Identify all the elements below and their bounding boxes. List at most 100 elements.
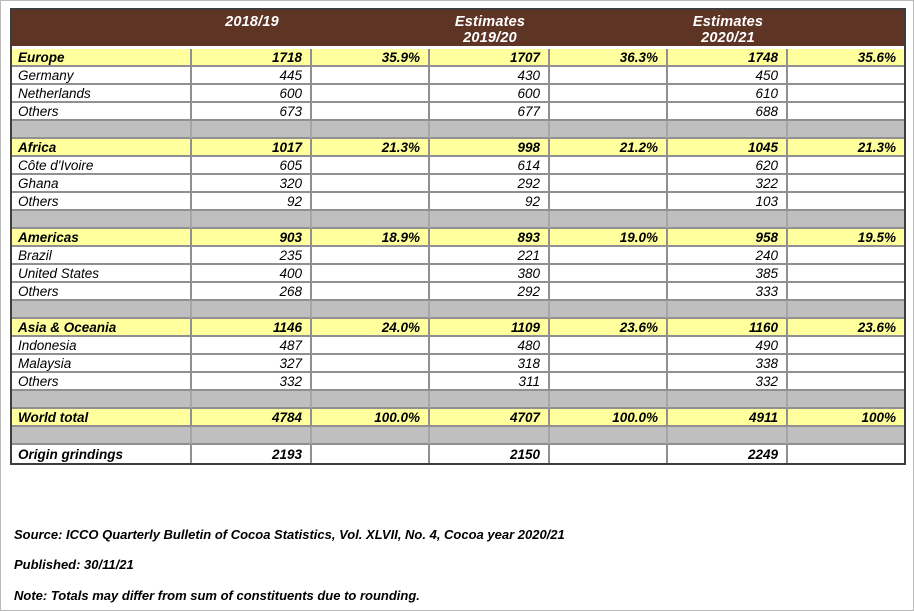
cell-value-2018-19: 600 [192, 85, 312, 103]
cell-empty [788, 121, 904, 139]
cell-label: Brazil [12, 247, 192, 265]
cell-label: World total [12, 409, 192, 427]
cell-share-2019-20 [550, 283, 668, 301]
cell-value-2018-19: 235 [192, 247, 312, 265]
source-note: Source: ICCO Quarterly Bulletin of Cocoa… [14, 527, 565, 542]
cell-share-2019-20 [550, 67, 668, 85]
header-empty-cell [12, 10, 192, 49]
cell-empty [788, 211, 904, 229]
cell-empty [12, 427, 192, 445]
cell-empty [430, 211, 550, 229]
cell-share-2019-20 [550, 85, 668, 103]
cell-value-2019-20: 318 [430, 355, 550, 373]
cell-share-2020-21 [788, 373, 904, 391]
cell-empty [668, 391, 788, 409]
cell-value-2018-19: 605 [192, 157, 312, 175]
row-americas: Americas 903 18.9% 893 19.0% 958 19.5% [12, 229, 904, 247]
cell-empty [312, 211, 430, 229]
cell-label: Côte d'Ivoire [12, 157, 192, 175]
cell-empty [550, 301, 668, 319]
cell-value-2020-21: 620 [668, 157, 788, 175]
cell-share-2019-20 [550, 157, 668, 175]
row-germany: Germany 445 430 450 [12, 67, 904, 85]
header-empty-cell [788, 10, 904, 49]
cell-empty [550, 121, 668, 139]
cell-value-2019-20: 292 [430, 175, 550, 193]
row-malaysia: Malaysia 327 318 338 [12, 355, 904, 373]
cell-label: Germany [12, 67, 192, 85]
cell-value-2019-20: 92 [430, 193, 550, 211]
cell-empty [550, 391, 668, 409]
cell-value-2020-21: 333 [668, 283, 788, 301]
cell-share-2020-21: 35.6% [788, 49, 904, 67]
cell-empty [12, 301, 192, 319]
cell-value-2018-19: 1017 [192, 139, 312, 157]
cell-empty [788, 427, 904, 445]
cell-value-2019-20: 311 [430, 373, 550, 391]
cell-share-2018-19 [312, 445, 430, 463]
grindings-table-frame: 2018/19 Estimates 2019/20 Estimates 2020/2… [10, 8, 906, 465]
row-spacer [12, 301, 904, 319]
cell-value-2019-20: 614 [430, 157, 550, 175]
cell-value-2020-21: 103 [668, 193, 788, 211]
cell-share-2020-21: 100% [788, 409, 904, 427]
cell-empty [668, 211, 788, 229]
cell-share-2020-21 [788, 193, 904, 211]
cell-share-2020-21: 21.3% [788, 139, 904, 157]
header-year-2020-21: Estimates 2020/21 [668, 10, 788, 49]
row-spacer [12, 211, 904, 229]
cell-value-2020-21: 958 [668, 229, 788, 247]
cell-label: Others [12, 103, 192, 121]
cell-value-2020-21: 240 [668, 247, 788, 265]
cell-share-2018-19: 100.0% [312, 409, 430, 427]
header-estimates-label: Estimates [692, 14, 764, 30]
cell-share-2019-20 [550, 247, 668, 265]
cell-share-2019-20 [550, 193, 668, 211]
cell-value-2020-21: 1748 [668, 49, 788, 67]
cell-share-2018-19 [312, 193, 430, 211]
cell-value-2019-20: 221 [430, 247, 550, 265]
cell-share-2018-19 [312, 283, 430, 301]
cell-share-2018-19 [312, 373, 430, 391]
cell-share-2019-20: 21.2% [550, 139, 668, 157]
cell-empty [668, 121, 788, 139]
header-empty-cell [550, 10, 668, 49]
cell-label: Africa [12, 139, 192, 157]
header-year-2018-19: 2018/19 [192, 10, 312, 49]
cell-empty [312, 121, 430, 139]
cell-label: Asia & Oceania [12, 319, 192, 337]
cell-value-2020-21: 332 [668, 373, 788, 391]
cell-empty [312, 427, 430, 445]
cell-empty [12, 391, 192, 409]
cell-share-2020-21 [788, 175, 904, 193]
cell-share-2019-20 [550, 373, 668, 391]
cell-empty [430, 391, 550, 409]
cell-value-2018-19: 673 [192, 103, 312, 121]
cell-label: Americas [12, 229, 192, 247]
cell-share-2019-20 [550, 175, 668, 193]
cell-value-2018-19: 903 [192, 229, 312, 247]
cell-share-2020-21 [788, 67, 904, 85]
row-asia-oceania: Asia & Oceania 1146 24.0% 1109 23.6% 116… [12, 319, 904, 337]
cell-empty [192, 211, 312, 229]
cell-share-2020-21: 19.5% [788, 229, 904, 247]
cell-value-2018-19: 487 [192, 337, 312, 355]
cell-value-2018-19: 1146 [192, 319, 312, 337]
cell-value-2020-21: 1045 [668, 139, 788, 157]
cell-share-2018-19 [312, 103, 430, 121]
cell-empty [788, 301, 904, 319]
cell-value-2018-19: 2193 [192, 445, 312, 463]
cell-empty [430, 121, 550, 139]
cell-share-2019-20 [550, 265, 668, 283]
cell-value-2018-19: 332 [192, 373, 312, 391]
cell-label: United States [12, 265, 192, 283]
cell-share-2018-19: 35.9% [312, 49, 430, 67]
cell-value-2020-21: 322 [668, 175, 788, 193]
cell-value-2019-20: 998 [430, 139, 550, 157]
cell-share-2019-20 [550, 355, 668, 373]
cell-value-2019-20: 380 [430, 265, 550, 283]
published-note: Published: 30/11/21 [14, 557, 134, 572]
cell-empty [192, 427, 312, 445]
cell-share-2018-19 [312, 247, 430, 265]
